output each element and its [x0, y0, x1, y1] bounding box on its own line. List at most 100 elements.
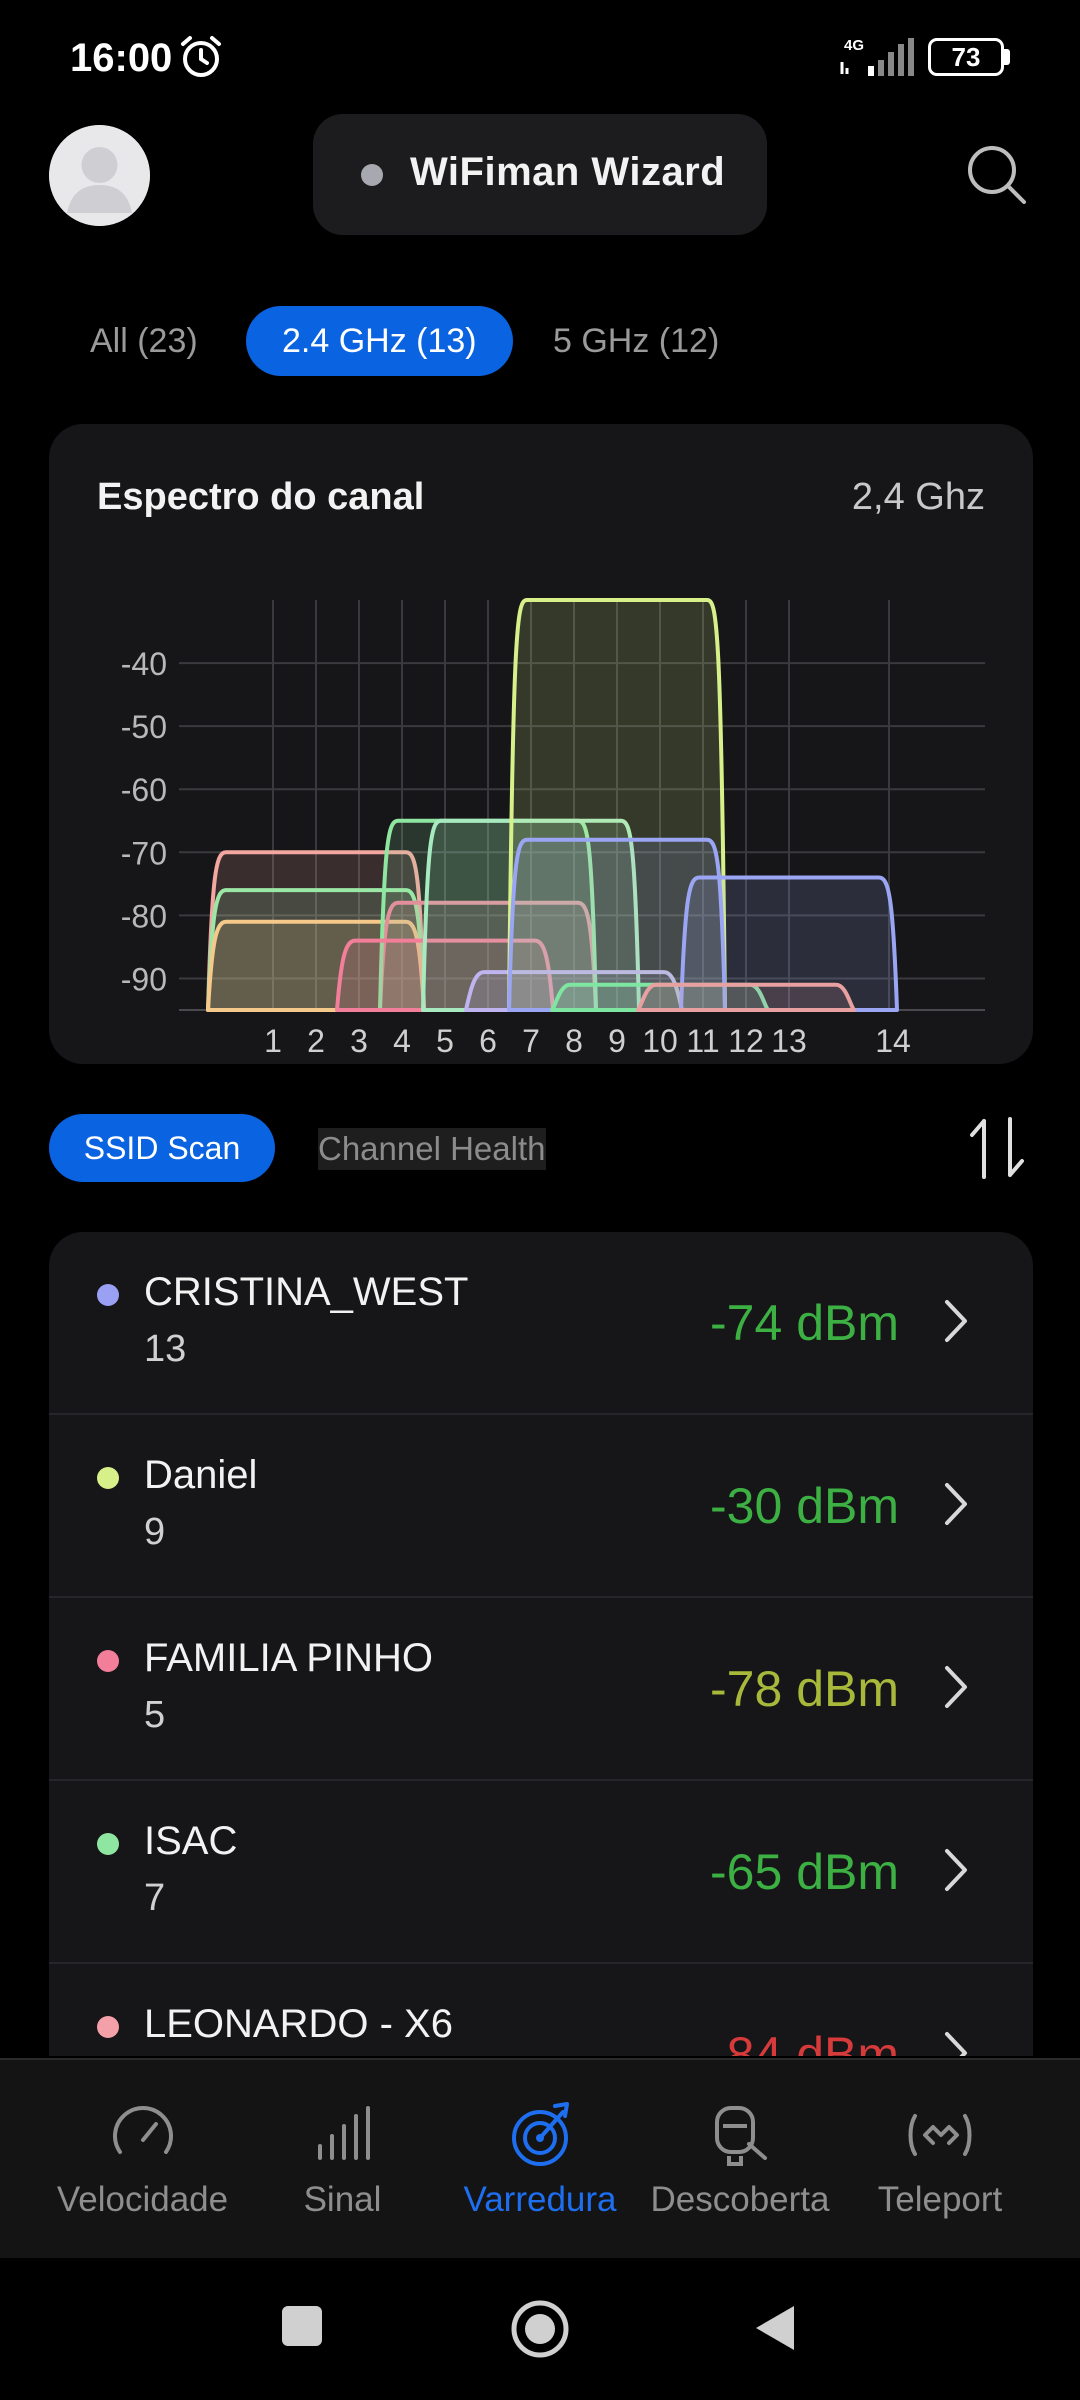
- network-list: CRISTINA_WEST 13 -74 dBm Daniel 9 -30 dB…: [49, 1232, 1033, 2056]
- network-channel: 5: [144, 1694, 166, 1736]
- x-tick-label: 12: [728, 1023, 764, 1059]
- x-tick-label: 5: [436, 1023, 454, 1059]
- network-channel: 9: [144, 1511, 166, 1553]
- nav-label: Descoberta: [650, 2180, 830, 2219]
- device-selector[interactable]: WiFiman Wizard: [313, 114, 767, 235]
- network-row[interactable]: FAMILIA PINHO 5 -78 dBm: [49, 1598, 1033, 1781]
- search-icon[interactable]: [962, 140, 1032, 210]
- back-icon[interactable]: [752, 2302, 798, 2354]
- network-row[interactable]: Daniel 9 -30 dBm: [49, 1415, 1033, 1598]
- nav-varredura[interactable]: Varredura: [455, 2060, 625, 2260]
- channel-signal-shape: [421, 818, 641, 1012]
- network-ssid: FAMILIA PINHO: [144, 1636, 433, 1680]
- nav-velocidade[interactable]: Velocidade: [40, 2060, 245, 2260]
- network-signal: -74 dBm: [710, 1295, 899, 1351]
- network-row[interactable]: LEONARDO - X6 -84 dBm: [49, 1964, 1033, 2056]
- app-title: WiFiman Wizard: [410, 150, 726, 194]
- signal-bars-icon: [317, 2106, 370, 2160]
- y-tick-label: -60: [121, 772, 167, 808]
- nav-descoberta[interactable]: Descoberta: [645, 2060, 835, 2260]
- x-tick-label: 8: [565, 1023, 583, 1059]
- channel-signal-shape: [507, 598, 727, 1012]
- network-ssid: Daniel: [144, 1453, 258, 1497]
- connection-status-dot: [361, 164, 383, 186]
- x-tick-label: 13: [771, 1023, 807, 1059]
- nav-teleport[interactable]: Teleport: [860, 2060, 1020, 2260]
- network-ssid: CRISTINA_WEST: [144, 1270, 469, 1314]
- chevron-right-icon: [945, 1666, 967, 1708]
- x-tick-label: 1: [264, 1023, 282, 1059]
- x-tick-label: 11: [686, 1023, 719, 1059]
- nav-label: Teleport: [877, 2180, 1003, 2219]
- teleport-icon: [908, 2114, 972, 2156]
- cellular-signal-icon: 4G: [840, 37, 914, 76]
- x-tick-label: 10: [642, 1023, 678, 1059]
- channel-signal-shape: [636, 982, 856, 1012]
- channel-signal-shape: [335, 938, 555, 1012]
- y-tick-label: -90: [121, 961, 167, 997]
- nav-label: Sinal: [303, 2180, 382, 2219]
- x-tick-label: 2: [307, 1023, 325, 1059]
- status-time: 16:00: [70, 36, 173, 80]
- x-tick-label: 9: [608, 1023, 626, 1059]
- network-signal: -65 dBm: [710, 1844, 899, 1900]
- chevron-right-icon: [945, 1300, 967, 1342]
- network-row[interactable]: CRISTINA_WEST 13 -74 dBm: [49, 1232, 1033, 1415]
- avatar[interactable]: [49, 125, 150, 226]
- tab-2-4ghz[interactable]: 2.4 GHz (13): [246, 306, 513, 376]
- battery-level: 73: [951, 42, 981, 72]
- x-tick-label: 3: [350, 1023, 368, 1059]
- nav-sinal[interactable]: Sinal: [270, 2060, 415, 2260]
- home-icon[interactable]: [509, 2298, 571, 2360]
- network-color-dot: [97, 1467, 119, 1489]
- network-signal: -84 dBm: [710, 2027, 899, 2056]
- chevron-right-icon: [945, 1849, 967, 1891]
- x-tick-label: 4: [393, 1023, 411, 1059]
- network-color-dot: [97, 1284, 119, 1306]
- x-tick-label: 6: [479, 1023, 497, 1059]
- recents-icon[interactable]: [280, 2304, 324, 2348]
- channel-signal-shape: [679, 875, 899, 1012]
- nav-label: Varredura: [463, 2180, 617, 2219]
- network-ssid: ISAC: [144, 1819, 238, 1863]
- tab-all[interactable]: All (23): [90, 322, 198, 360]
- network-row[interactable]: ISAC 7 -65 dBm: [49, 1781, 1033, 1964]
- network-channel: 13: [144, 1328, 187, 1370]
- y-tick-label: -40: [121, 646, 167, 682]
- channel-signal-shape: [206, 919, 426, 1012]
- tab-ssid-scan[interactable]: SSID Scan: [49, 1114, 275, 1182]
- speedometer-icon: [112, 2106, 173, 2154]
- bottom-navigation: Velocidade Sinal Varredura Descoberta: [0, 2058, 1080, 2258]
- status-bar: 16:00 4G 73: [0, 0, 1080, 120]
- tab-5ghz[interactable]: 5 GHz (12): [553, 322, 720, 360]
- channel-spectrum-chart: -40-50-60-70-80-901 2 3 4 5 6 7 8 9 10 11 12 13 14: [121, 598, 985, 1059]
- y-tick-label: -70: [121, 835, 167, 871]
- user-avatar-icon: [49, 125, 150, 226]
- channel-spectrum-card: Espectro do canal 2,4 Ghz -40 -50 -60 -70 -8…: [49, 424, 1033, 1064]
- network-color-dot: [97, 1650, 119, 1672]
- sort-icon[interactable]: [968, 1115, 1026, 1181]
- chevron-right-icon: [945, 1483, 967, 1525]
- tab-channel-health[interactable]: Channel Health: [318, 1128, 546, 1170]
- network-type-label: 4G: [844, 37, 864, 54]
- device-search-icon: [715, 2106, 767, 2166]
- battery-cap: [1004, 49, 1010, 65]
- channel-signal-shape: [507, 837, 727, 1012]
- network-color-dot: [97, 2016, 119, 2038]
- network-signal: -30 dBm: [710, 1478, 899, 1534]
- battery-icon: 73: [928, 38, 1004, 76]
- system-navigation-bar: [0, 2258, 1080, 2400]
- x-tick-label: 7: [522, 1023, 540, 1059]
- alarm-icon: [181, 36, 221, 77]
- network-channel: 7: [144, 1877, 166, 1919]
- y-tick-label: -50: [121, 709, 167, 745]
- y-tick-label: -80: [121, 898, 167, 934]
- network-signal: -78 dBm: [710, 1661, 899, 1717]
- nav-label: Velocidade: [56, 2180, 229, 2219]
- chevron-right-icon: [945, 2032, 967, 2056]
- spectrum-band: 2,4 Ghz: [851, 476, 985, 518]
- network-ssid: LEONARDO - X6: [144, 2002, 453, 2046]
- x-tick-label: 14: [875, 1023, 911, 1059]
- radar-icon: [512, 2102, 569, 2166]
- network-color-dot: [97, 1833, 119, 1855]
